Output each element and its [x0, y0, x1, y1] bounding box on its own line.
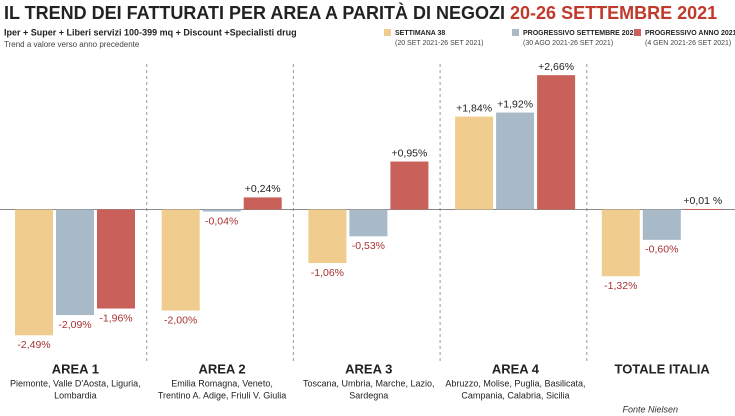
- bar: [56, 209, 94, 316]
- title-main: IL TREND DEI FATTURATI PER AREA A PARITÀ…: [4, 2, 505, 23]
- value-label: -2,09%: [58, 319, 91, 331]
- category-label: AREA 3: [345, 361, 392, 376]
- value-label: +2,66%: [538, 61, 574, 73]
- legend-label: PROGRESSIVO SETTEMBRE 2021: [523, 30, 637, 37]
- legend-period: (30 AGO 2021-26 SET 2021): [523, 40, 613, 47]
- note: Trend a valore verso anno precedente: [4, 40, 140, 49]
- legend-swatch: [384, 29, 391, 36]
- bar: [202, 209, 241, 212]
- category-detail: Trentino A. Adige, Friuli V. Giulia: [158, 390, 286, 400]
- bar: [97, 209, 135, 309]
- value-label: +0,01 %: [683, 195, 722, 207]
- bar: [349, 209, 388, 237]
- category-detail: Toscana, Umbria, Marche, Lazio,: [303, 378, 435, 388]
- bar: [308, 209, 347, 264]
- bar: [455, 116, 494, 210]
- bar: [537, 75, 576, 210]
- category-detail: Campania, Calabria, Sicilia: [461, 390, 569, 400]
- legend-period: (20 SET 2021-26 SET 2021): [395, 40, 483, 47]
- chart-title: IL TREND DEI FATTURATI PER AREA A PARITÀ…: [4, 2, 717, 23]
- bar: [642, 209, 681, 240]
- category-label: AREA 4: [492, 361, 540, 376]
- bar: [243, 197, 282, 210]
- value-label: -0,53%: [352, 240, 385, 252]
- value-label: -0,60%: [645, 244, 678, 256]
- bar: [15, 209, 53, 336]
- value-label: +1,84%: [456, 102, 492, 114]
- category-detail: Lombardia: [54, 390, 97, 400]
- value-label: +0,95%: [391, 147, 427, 159]
- value-label: -1,96%: [99, 312, 132, 324]
- category-label: AREA 1: [52, 361, 99, 376]
- bar: [161, 209, 200, 311]
- category-label: AREA 2: [198, 361, 245, 376]
- value-label: +0,24%: [245, 183, 281, 195]
- value-label: +1,92%: [497, 98, 533, 110]
- value-label: -2,00%: [164, 314, 197, 326]
- bar: [496, 112, 535, 210]
- category-detail: Emilia Romagna, Veneto,: [171, 378, 273, 388]
- bar: [390, 161, 429, 210]
- title-highlight: 20-26 SETTEMBRE 2021: [510, 3, 717, 23]
- legend-swatch: [512, 29, 519, 36]
- category-detail: Piemonte, Valle D'Aosta, Liguria,: [10, 378, 141, 388]
- bar: [683, 209, 722, 211]
- subtitle: Iper + Super + Liberi servizi 100-399 mq…: [4, 27, 297, 37]
- category-detail: Abruzzo, Molise, Puglia, Basilicata,: [445, 378, 585, 388]
- value-label: -1,06%: [311, 267, 344, 279]
- category-detail: Sardegna: [349, 390, 388, 400]
- value-label: -2,49%: [17, 339, 50, 351]
- legend-swatch: [634, 29, 641, 36]
- source: Fonte Nielsen: [622, 404, 678, 414]
- value-label: -1,32%: [604, 280, 637, 292]
- value-label: -0,04%: [205, 215, 238, 227]
- legend-label: SETTIMANA 38: [395, 30, 445, 37]
- legend-label: PROGRESSIVO ANNO 2021: [645, 30, 735, 37]
- category-label: TOTALE ITALIA: [614, 361, 710, 376]
- legend-period: (4 GEN 2021-26 SET 2021): [645, 40, 731, 47]
- bar: [601, 209, 640, 277]
